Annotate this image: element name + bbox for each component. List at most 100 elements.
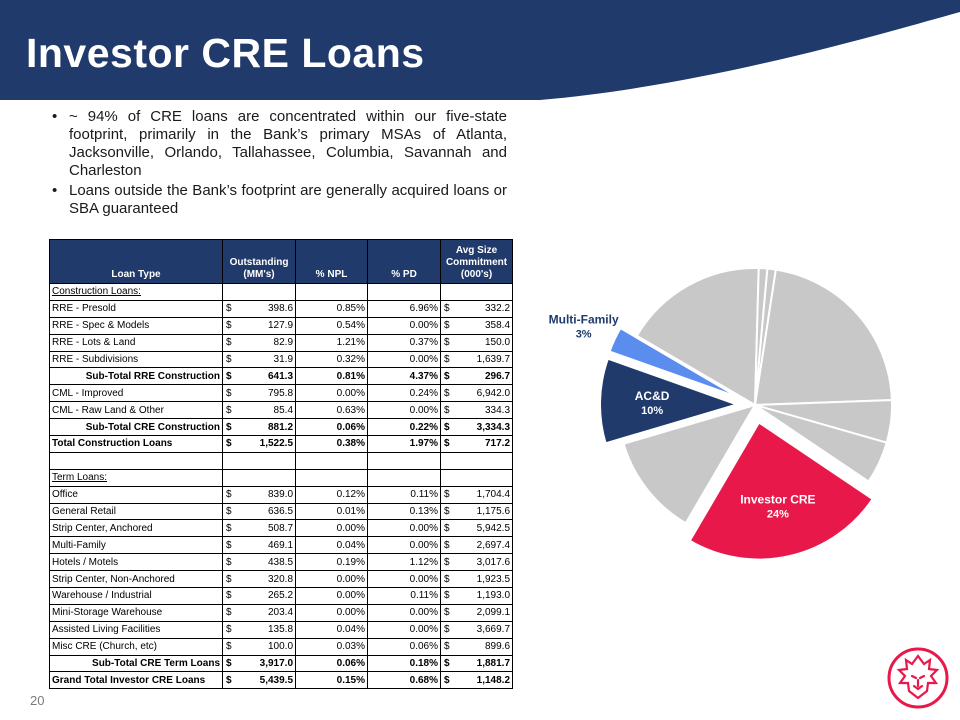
table-row: Grand Total Investor CRE Loans $5,439.5 0.…	[49, 671, 514, 690]
cell-npl: 0.54%	[295, 316, 369, 335]
cell-avg-size: 332.2	[458, 299, 514, 318]
table-row: Multi-Family $469.1 0.04% 0.00% $2,697.4	[49, 536, 514, 555]
loan-table: Loan Type Outstanding (MM's) % NPL % PD …	[49, 239, 514, 690]
cell-avg-size: 3,334.3	[458, 418, 514, 437]
cell-pd: 0.22%	[367, 418, 442, 437]
cell-outstanding: 1,522.5	[240, 435, 297, 453]
cell-avg-size: 5,942.5	[458, 519, 514, 538]
empty-cell	[295, 283, 369, 301]
cell-npl: 1.21%	[295, 333, 369, 352]
cell-npl: 0.19%	[295, 553, 369, 572]
table-row: Assisted Living Facilities $135.8 0.04% 0.0…	[49, 620, 514, 639]
cell-currency: $	[222, 603, 241, 622]
cell-avg-size: 3,017.6	[458, 553, 514, 572]
empty-cell	[49, 451, 223, 470]
cell-npl: 0.06%	[295, 418, 369, 437]
table-row: Strip Center, Non-Anchored $320.8 0.00% 0.0…	[49, 570, 514, 589]
pie-slice	[635, 267, 760, 407]
pie-slice	[754, 267, 769, 406]
cell-currency: $	[440, 671, 459, 690]
cell-avg-size: 1,193.0	[458, 587, 514, 605]
cell-loan-type: Strip Center, Anchored	[49, 519, 223, 538]
cell-npl: 0.32%	[295, 350, 369, 369]
cell-avg-size: 1,881.7	[458, 654, 514, 673]
pie-slice-investor-cre	[688, 421, 875, 561]
cell-currency: $	[440, 620, 459, 639]
cell-currency: $	[440, 536, 459, 555]
table-row: RRE - Spec & Models $127.9 0.54% 0.00% $358.…	[49, 316, 514, 335]
empty-cell	[240, 283, 297, 301]
cell-avg-size: 1,923.5	[458, 570, 514, 589]
table-header-row: Loan Type Outstanding (MM's) % NPL % PD …	[49, 239, 514, 284]
cell-avg-size: 2,697.4	[458, 536, 514, 555]
empty-cell	[221, 451, 297, 470]
cell-loan-type: RRE - Spec & Models	[49, 316, 223, 335]
cell-avg-size: 358.4	[458, 316, 514, 335]
cell-outstanding: 3,917.0	[240, 654, 297, 673]
cell-outstanding: 127.9	[240, 316, 297, 335]
cell-pd: 0.68%	[367, 671, 442, 690]
pie-percent-label: 10%	[641, 405, 663, 417]
empty-cell	[440, 468, 459, 487]
cell-loan-type: Grand Total Investor CRE Loans	[49, 671, 223, 690]
cell-pd: 1.12%	[367, 553, 442, 572]
cell-currency: $	[222, 620, 241, 639]
cell-pd: 6.96%	[367, 299, 442, 318]
loan-mix-pie-chart: Investor CRE 24% AC&D 10% Multi-Family 3%	[540, 240, 910, 585]
cell-currency: $	[222, 299, 241, 318]
header-npl: % NPL	[295, 239, 369, 284]
pie-slice	[753, 268, 893, 407]
cell-pd: 0.00%	[367, 316, 442, 335]
cell-npl: 0.03%	[295, 637, 369, 656]
section-heading: Construction Loans:	[49, 283, 223, 301]
cell-loan-type: General Retail	[49, 502, 223, 521]
pie-label: AC&D	[635, 389, 670, 403]
bullet-list: • ~ 94% of CRE loans are concentrated wi…	[52, 108, 507, 218]
pie-slice	[754, 404, 888, 483]
cell-currency: $	[222, 435, 241, 453]
header-avg-size: Avg Size Commitment (000's)	[440, 239, 514, 284]
cell-npl: 0.85%	[295, 299, 369, 318]
cell-avg-size: 1,639.7	[458, 350, 514, 369]
cell-outstanding: 5,439.5	[240, 671, 297, 690]
cell-outstanding: 398.6	[240, 299, 297, 318]
cell-loan-type: Warehouse / Industrial	[49, 587, 223, 605]
page-title: Investor CRE Loans	[26, 30, 425, 76]
cell-pd: 0.24%	[367, 384, 442, 403]
cell-pd: 0.00%	[367, 570, 442, 589]
cell-outstanding: 265.2	[240, 587, 297, 605]
cell-outstanding: 881.2	[240, 418, 297, 437]
section-heading-row: Construction Loans:	[49, 283, 514, 301]
table-row: Strip Center, Anchored $508.7 0.00% 0.00% $5…	[49, 519, 514, 538]
cell-avg-size: 2,099.1	[458, 603, 514, 622]
table-row: Sub-Total CRE Term Loans $3,917.0 0.06% 0.1…	[49, 654, 514, 673]
cell-npl: 0.15%	[295, 671, 369, 690]
cell-currency: $	[440, 350, 459, 369]
cell-npl: 0.00%	[295, 384, 369, 403]
cell-loan-type: RRE - Presold	[49, 299, 223, 318]
cell-pd: 0.06%	[367, 637, 442, 656]
lion-logo-icon	[886, 646, 950, 715]
empty-cell	[458, 468, 514, 487]
cell-npl: 0.63%	[295, 401, 369, 420]
pie-percent-label: 24%	[767, 508, 789, 520]
cell-currency: $	[440, 519, 459, 538]
cell-outstanding: 320.8	[240, 570, 297, 589]
cell-outstanding: 438.5	[240, 553, 297, 572]
table-row: CML - Raw Land & Other $85.4 0.63% 0.00% $33…	[49, 401, 514, 420]
cell-currency: $	[440, 553, 459, 572]
cell-currency: $	[222, 587, 241, 605]
pie-label: Multi-Family	[549, 312, 619, 326]
cell-avg-size: 3,669.7	[458, 620, 514, 639]
cell-currency: $	[440, 637, 459, 656]
empty-cell	[440, 283, 459, 301]
cell-loan-type: Sub-Total CRE Construction	[49, 418, 223, 437]
cell-npl: 0.04%	[295, 536, 369, 555]
table-row: Sub-Total CRE Construction $881.2 0.06% 0.2…	[49, 418, 514, 437]
cell-currency: $	[222, 519, 241, 538]
cell-currency: $	[440, 654, 459, 673]
cell-currency: $	[440, 587, 459, 605]
cell-loan-type: RRE - Lots & Land	[49, 333, 223, 352]
cell-loan-type: RRE - Subdivisions	[49, 350, 223, 369]
title-banner	[0, 0, 960, 100]
